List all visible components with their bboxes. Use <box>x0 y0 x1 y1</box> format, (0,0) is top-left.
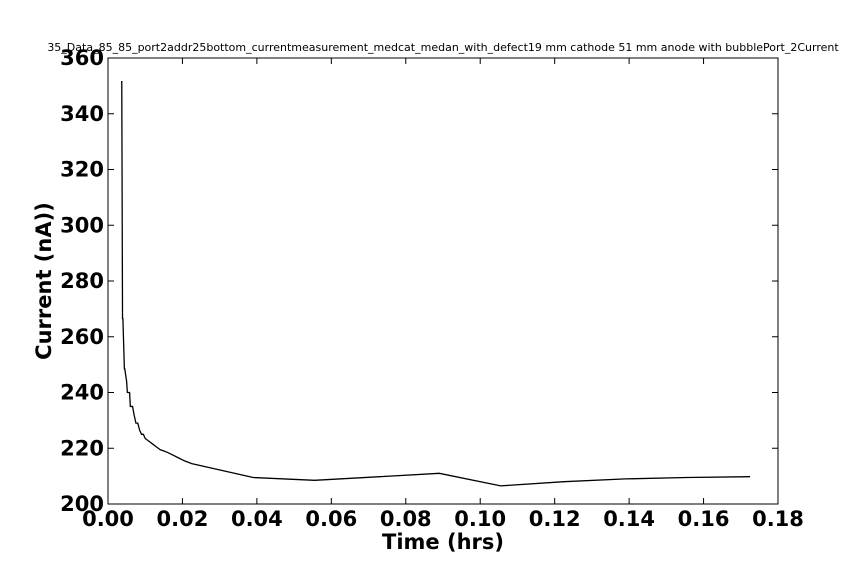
y-axis: 200 220 240 260 280 300 320 340 360 <box>60 46 778 516</box>
x-tick-label: 0.14 <box>603 507 655 531</box>
chart-title: 35_Data_85_85_port2addr25bottom_currentm… <box>47 41 839 54</box>
x-tick-label: 0.06 <box>305 507 357 531</box>
x-axis: 0.00 0.02 0.04 0.06 0.08 0.10 0.12 0.14 0.16 0.18 <box>82 58 804 531</box>
y-tick-label: 300 <box>60 213 104 237</box>
y-axis-label: Current (nA)) <box>32 202 56 360</box>
x-tick-label: 0.12 <box>529 507 581 531</box>
y-tick-label: 200 <box>60 492 104 516</box>
x-tick-label: 0.04 <box>231 507 283 531</box>
y-tick-label: 340 <box>60 102 104 126</box>
x-tick-label: 0.00 <box>82 507 134 531</box>
plot-area <box>121 81 751 487</box>
series-line-1 <box>121 81 751 487</box>
x-tick-label: 0.08 <box>380 507 432 531</box>
x-tick-label: 0.10 <box>454 507 506 531</box>
plot-frame <box>107 57 779 505</box>
y-tick-label: 280 <box>60 269 104 293</box>
y-tick-label: 320 <box>60 158 104 182</box>
y-tick-label: 220 <box>60 436 104 460</box>
x-tick-label: 0.18 <box>752 507 804 531</box>
x-tick-label: 0.16 <box>678 507 730 531</box>
y-tick-label: 260 <box>60 325 104 349</box>
x-axis-label: Time (hrs) <box>382 530 504 554</box>
x-tick-label: 0.02 <box>157 507 209 531</box>
y-tick-label: 360 <box>60 46 104 70</box>
y-tick-label: 240 <box>60 381 104 405</box>
